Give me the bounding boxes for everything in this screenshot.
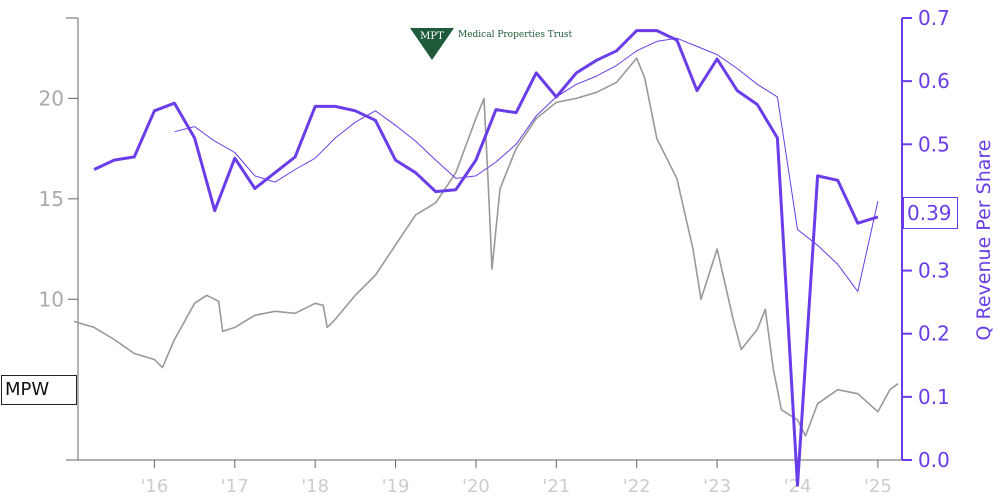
x-tick-label: '25: [864, 476, 892, 497]
x-tick-label: '17: [221, 476, 249, 497]
y-right-tick-label: 0.3: [918, 259, 950, 283]
ticker-label: MPW: [5, 379, 50, 400]
logo-emblem-icon: [410, 28, 454, 60]
y-right-tick-label: 0.2: [918, 322, 950, 346]
x-tick-label: '20: [462, 476, 490, 497]
logo-mark: MPT: [420, 31, 444, 42]
company-logo: MPT Medical Properties Trust: [410, 28, 573, 60]
x-tick-label: '21: [542, 476, 570, 497]
y-right-tick-label: 0.5: [918, 132, 950, 156]
y-left-tick-label: 15: [39, 187, 64, 211]
price-line: [73, 57, 899, 437]
y-axis-right-label: Q Revenue Per Share: [973, 140, 995, 341]
y-right-tick-label: 0.0: [918, 448, 950, 472]
last-value-label: 0.39: [907, 201, 952, 225]
y-right-tick-label: 0.1: [918, 385, 950, 409]
axes: 1015200.00.10.20.30.40.50.60.7'16'17'18'…: [39, 6, 950, 497]
revenue-line: [93, 29, 879, 487]
x-tick-label: '19: [382, 476, 410, 497]
x-tick-label: '23: [703, 476, 731, 497]
x-tick-label: '22: [623, 476, 651, 497]
x-tick-label: '16: [140, 476, 168, 497]
ticker-badge: MPW: [1, 375, 77, 405]
last-value-badge: 0.39: [903, 197, 958, 229]
y-left-tick-label: 10: [39, 287, 64, 311]
logo-text: Medical Properties Trust: [458, 30, 573, 40]
y-left-tick-label: 20: [39, 86, 64, 110]
x-tick-label: '18: [301, 476, 329, 497]
y-right-tick-label: 0.6: [918, 69, 950, 93]
trailing-average-line: [174, 37, 879, 292]
y-right-tick-label: 0.7: [918, 6, 950, 30]
series-layer: [73, 29, 899, 487]
